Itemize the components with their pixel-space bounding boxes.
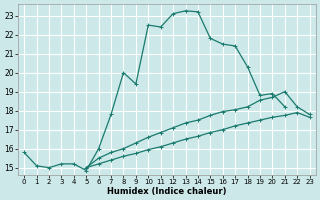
X-axis label: Humidex (Indice chaleur): Humidex (Indice chaleur) xyxy=(107,187,227,196)
